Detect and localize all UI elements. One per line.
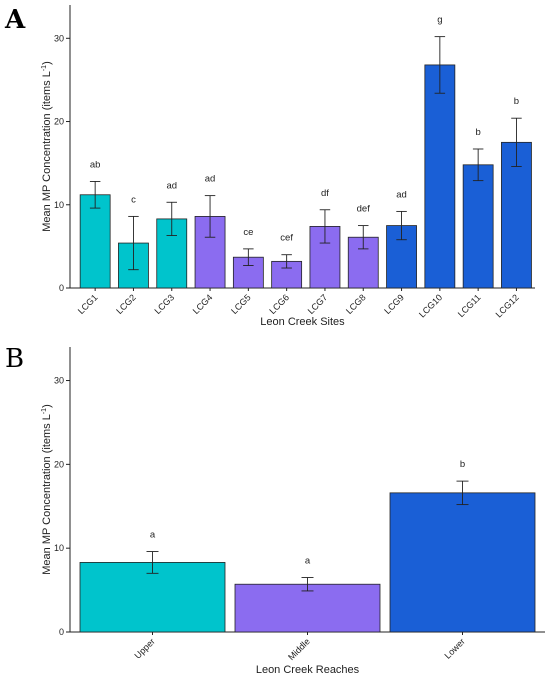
panel-a-significance-label: ce — [243, 227, 253, 238]
panel-b-y-axis-title-sup: -1 — [41, 408, 48, 414]
panel-b-x-axis-title: Leon Creek Reaches — [256, 664, 360, 676]
panel-a-y-tick-label: 20 — [54, 117, 64, 127]
panel-a-significance-label: ad — [205, 174, 216, 185]
panel-a-x-tick-label: LCG12 — [494, 292, 521, 319]
panel-a-y-tick-label: 0 — [59, 283, 64, 293]
panel-a-letter: A — [4, 5, 26, 35]
panel-a-significance-label: g — [437, 15, 442, 26]
panel-a-x-tick-label: LCG7 — [306, 292, 330, 316]
panel-a-bar-lcg11 — [462, 164, 494, 289]
panel-b-y-axis-title: Mean MP Concentration (items L-1) — [41, 404, 53, 575]
panel-a-significance-label: c — [131, 194, 136, 205]
panel-a-significance-label: ad — [166, 180, 177, 191]
panel-a-x-tick-label: LCG8 — [344, 292, 368, 316]
panel-b-y-tick-label: 30 — [54, 376, 64, 386]
panel-a-x-tick-label: LCG3 — [152, 292, 176, 316]
panel-b-y-axis-title-close: ) — [41, 404, 53, 408]
panel-a-y-axis-title: Mean MP Concentration (items L-1) — [41, 61, 53, 232]
panel-a-significance-label: ad — [396, 189, 407, 200]
panel-a-x-tick-label: LCG10 — [417, 292, 444, 319]
panel-a-x-tick-label: LCG1 — [76, 292, 100, 316]
panel-b-letter: B — [5, 344, 24, 374]
panel-a-x-tick-label: LCG2 — [114, 292, 138, 316]
panel-b-plot-area: 0 10 20 30 a Upper a Middle b Lower — [54, 347, 545, 662]
panel-a-significance-label: b — [514, 96, 519, 107]
panel-a-y-tick-label: 30 — [54, 33, 64, 43]
panel-b-x-tick-label: Lower — [443, 636, 467, 660]
panel-a-x-tick-label: LCG5 — [229, 292, 253, 316]
panel-a-y-axis-title-text: Mean MP Concentration (items L — [41, 71, 53, 232]
panel-b-bar-lower — [389, 492, 536, 633]
panel-b: B 0 10 20 30 a Upper a Middle b Lower Leon Creek … — [5, 344, 545, 676]
panel-b-y-tick-label: 0 — [59, 627, 64, 637]
panel-a-bar-lcg1 — [79, 194, 111, 289]
panel-b-x-tick-label: Middle — [286, 636, 312, 662]
panel-a-x-tick-label: LCG9 — [382, 292, 406, 316]
panel-a-plot-area: 0 10 20 30 ab LCG1 c LCG2 ad LCG3 ad LCG4 ce LCG5 cef L… — [54, 5, 535, 320]
panel-b-y-tick-label: 20 — [54, 459, 64, 469]
panel-a-significance-label: df — [321, 188, 329, 199]
panel-a-significance-label: b — [476, 127, 481, 138]
panel-a-significance-label: ab — [90, 159, 101, 170]
panel-b-bar-middle — [234, 583, 381, 633]
panel-a-significance-label: def — [357, 204, 371, 215]
panel-a-y-axis-title-close: ) — [41, 61, 53, 65]
panel-a-significance-label: cef — [280, 233, 293, 244]
panel-a-x-tick-label: LCG4 — [191, 292, 215, 316]
panel-a: A 0 10 20 30 ab LCG1 c LCG2 ad LCG3 ad LCG4 ce LCG5 ce… — [4, 5, 535, 328]
panel-a-x-tick-label: LCG11 — [456, 292, 483, 319]
panel-a-y-axis-title-sup: -1 — [41, 65, 48, 71]
panel-b-x-tick-label: Upper — [133, 636, 157, 660]
panel-b-y-tick-label: 10 — [54, 543, 64, 553]
panel-b-significance-label: a — [150, 530, 156, 541]
panel-a-bar-lcg10 — [424, 64, 456, 289]
panel-a-x-axis-title: Leon Creek Sites — [260, 316, 345, 328]
panel-b-significance-label: b — [460, 459, 465, 470]
panel-b-significance-label: a — [305, 556, 311, 567]
panel-a-y-tick-label: 10 — [54, 200, 64, 210]
panel-b-y-axis-title-text: Mean MP Concentration (items L — [41, 414, 53, 575]
panel-a-x-tick-label: LCG6 — [267, 292, 291, 316]
